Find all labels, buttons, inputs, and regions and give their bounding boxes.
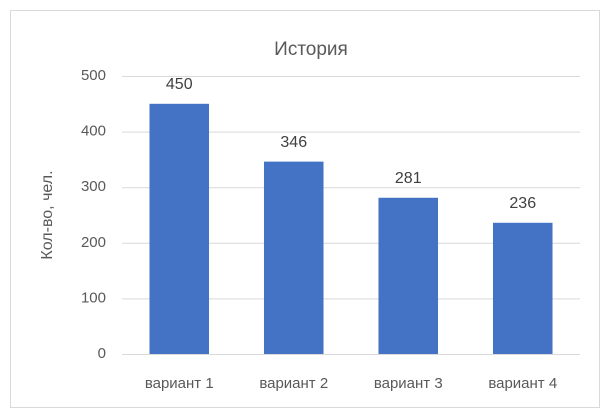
bar (263, 161, 324, 354)
x-tick-label: вариант 3 (374, 375, 443, 392)
chart-title: История (274, 39, 348, 60)
y-tick-label: 200 (81, 234, 106, 251)
data-label: 236 (509, 195, 536, 212)
y-tick-label: 500 (81, 67, 106, 84)
x-tick-label: вариант 1 (145, 375, 214, 392)
data-label: 281 (395, 170, 422, 187)
y-tick-label: 100 (81, 289, 106, 306)
y-tick-label: 400 (81, 123, 106, 140)
x-tick-label: вариант 4 (488, 375, 557, 392)
bar (492, 222, 553, 354)
bar (149, 103, 210, 354)
y-tick-label: 300 (81, 178, 106, 195)
bar (378, 197, 439, 354)
data-label: 450 (166, 76, 193, 93)
data-label: 346 (280, 134, 307, 151)
y-axis-label: Кол-во, чел. (39, 170, 56, 259)
x-tick-label: вариант 2 (259, 375, 328, 392)
y-tick-label: 0 (98, 345, 106, 362)
